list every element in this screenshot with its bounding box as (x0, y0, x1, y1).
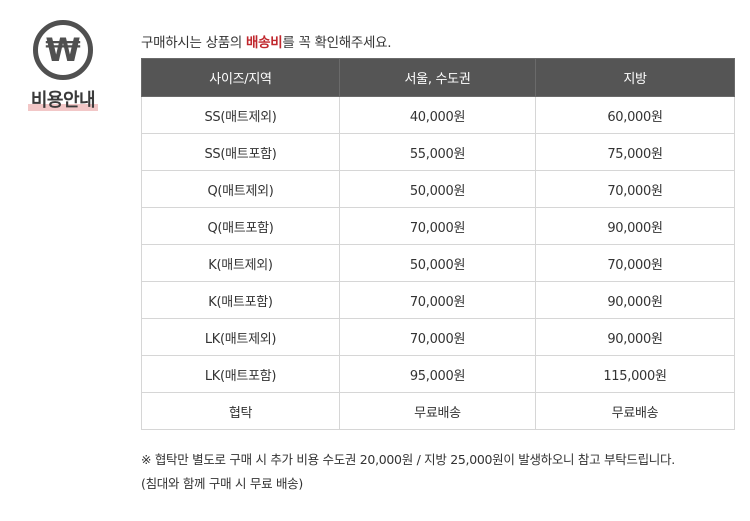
cell-province-fee: 70,000원 (535, 170, 735, 208)
cell-capital-fee: 70,000원 (339, 207, 536, 245)
won-icon: ₩ (33, 20, 93, 80)
table-row: K(매트포함) 70,000원 90,000원 (141, 281, 735, 319)
header-province: 지방 (535, 58, 735, 97)
table-row: 협탁 무료배송 무료배송 (141, 392, 735, 430)
cell-province-fee: 90,000원 (535, 281, 735, 319)
cell-size: Q(매트제외) (141, 170, 340, 208)
cell-size: LK(매트포함) (141, 355, 340, 393)
intro-text: 구매하시는 상품의 배송비를 꼭 확인해주세요. (141, 31, 392, 51)
table-row: K(매트제외) 50,000원 70,000원 (141, 244, 735, 282)
note-line-free-shipping: (침대와 함께 구매 시 무료 배송) (141, 476, 303, 491)
table-row: SS(매트포함) 55,000원 75,000원 (141, 133, 735, 171)
cell-capital-fee: 95,000원 (339, 355, 536, 393)
cell-capital-fee: 70,000원 (339, 281, 536, 319)
cost-guide-badge: ₩ 비용안내 (26, 20, 100, 112)
cell-capital-fee: 무료배송 (339, 392, 536, 430)
cell-size: K(매트제외) (141, 244, 340, 282)
intro-text-before: 구매하시는 상품의 (141, 35, 246, 51)
cell-province-fee: 90,000원 (535, 318, 735, 356)
shipping-fee-table: 사이즈/지역 서울, 수도권 지방 SS(매트제외) 40,000원 60,00… (141, 58, 735, 430)
table-header-row: 사이즈/지역 서울, 수도권 지방 (141, 58, 735, 97)
table-row: Q(매트제외) 50,000원 70,000원 (141, 170, 735, 208)
cell-size: LK(매트제외) (141, 318, 340, 356)
table-row: LK(매트포함) 95,000원 115,000원 (141, 355, 735, 393)
header-seoul-capital: 서울, 수도권 (339, 58, 536, 97)
cell-province-fee: 60,000원 (535, 96, 735, 134)
cell-province-fee: 70,000원 (535, 244, 735, 282)
cell-size: 협탁 (141, 392, 340, 430)
cell-size: Q(매트포함) (141, 207, 340, 245)
cell-size: SS(매트포함) (141, 133, 340, 171)
cell-capital-fee: 50,000원 (339, 170, 536, 208)
cost-guide-label: 비용안내 (27, 86, 99, 112)
cell-size: SS(매트제외) (141, 96, 340, 134)
cell-province-fee: 75,000원 (535, 133, 735, 171)
cell-province-fee: 90,000원 (535, 207, 735, 245)
note-line-extra-cost: ※ 협탁만 별도로 구매 시 추가 비용 수도권 20,000원 / 지방 25… (141, 452, 675, 467)
cell-province-fee: 무료배송 (535, 392, 735, 430)
table-row: SS(매트제외) 40,000원 60,000원 (141, 96, 735, 134)
cell-capital-fee: 40,000원 (339, 96, 536, 134)
intro-text-after: 를 꼭 확인해주세요. (282, 35, 392, 51)
cell-size: K(매트포함) (141, 281, 340, 319)
cell-capital-fee: 70,000원 (339, 318, 536, 356)
intro-highlight: 배송비 (245, 35, 283, 51)
cell-capital-fee: 55,000원 (339, 133, 536, 171)
header-size-region: 사이즈/지역 (141, 58, 340, 97)
table-row: Q(매트포함) 70,000원 90,000원 (141, 207, 735, 245)
table-row: LK(매트제외) 70,000원 90,000원 (141, 318, 735, 356)
cell-capital-fee: 50,000원 (339, 244, 536, 282)
notes: ※ 협탁만 별도로 구매 시 추가 비용 수도권 20,000원 / 지방 25… (141, 448, 675, 496)
cell-province-fee: 115,000원 (535, 355, 735, 393)
